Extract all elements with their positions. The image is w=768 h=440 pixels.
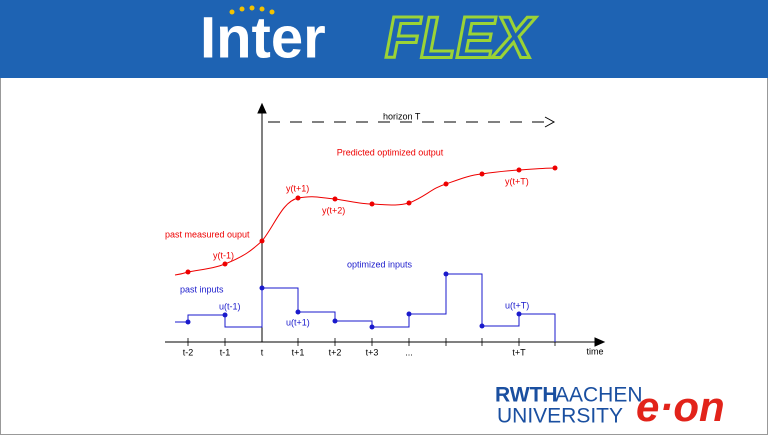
- output-points: [185, 165, 558, 275]
- time-label: t: [261, 347, 264, 357]
- input-steps: [175, 273, 556, 342]
- input-title: optimized inputs: [347, 259, 413, 269]
- time-label: t-1: [220, 347, 231, 357]
- logo-inter: Inter: [200, 5, 326, 70]
- stars: [229, 5, 275, 15]
- logo-flex: FLEX: [385, 5, 537, 70]
- past-output-label: past measured ouput: [165, 229, 250, 239]
- time-label: t+T: [512, 347, 526, 357]
- input-label: u(t+1): [286, 317, 310, 327]
- time-label: ...: [405, 347, 413, 357]
- input-label: u(t-1): [219, 301, 241, 311]
- rwth: RWTH: [495, 384, 558, 407]
- time-label: t-2: [183, 347, 194, 357]
- rwth-logo: RWTH AACHEN UNIVERSITY: [495, 384, 643, 428]
- horizon-arrow: [268, 116, 556, 128]
- past-input-label: past inputs: [180, 284, 224, 294]
- time-label: t+1: [292, 347, 305, 357]
- eon-logo: e·on: [636, 383, 725, 430]
- output-label: y(t+1): [286, 183, 309, 193]
- output-label: y(t-1): [213, 250, 234, 260]
- horizon-label: horizon T: [383, 111, 421, 121]
- axis-label: time: [586, 346, 603, 356]
- input-label: u(t+T): [505, 300, 529, 310]
- output-title: Predicted optimized output: [337, 147, 444, 157]
- output-label: y(t+2): [322, 205, 345, 215]
- aachen: AACHEN: [555, 384, 643, 407]
- output-curve: [174, 167, 556, 276]
- time-label: t+3: [366, 347, 379, 357]
- time-label: t+2: [329, 347, 342, 357]
- output-label: y(t+T): [505, 176, 529, 186]
- input-points: [185, 271, 522, 330]
- university: UNIVERSITY: [497, 405, 623, 428]
- banner: [0, 0, 768, 78]
